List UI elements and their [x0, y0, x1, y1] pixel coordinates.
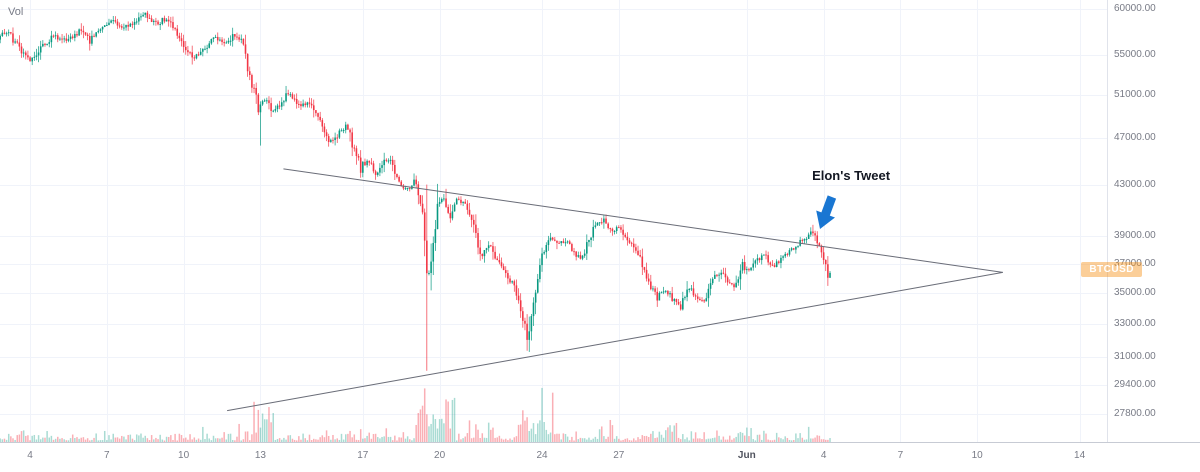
price-tick-label: 39000.00	[1114, 230, 1156, 242]
time-tick-label: 4	[27, 450, 33, 461]
arrow-down-icon[interactable]	[812, 191, 848, 231]
time-tick-label: 7	[104, 450, 110, 461]
price-tick-label: 55000.00	[1114, 48, 1156, 60]
time-tick-label: 4	[820, 450, 827, 461]
time-tick-label: 27	[613, 450, 625, 461]
price-tick-label: 51000.00	[1114, 88, 1156, 100]
annotation-elons-tweet[interactable]: Elon's Tweet	[812, 167, 891, 183]
price-tick-label: 29400.00	[1114, 378, 1156, 390]
symbol-badge: BTCUSD	[1081, 261, 1142, 277]
price-tick-label: 33000.00	[1114, 318, 1156, 330]
time-tick-label: 17	[357, 450, 369, 461]
time-tick-label: 7	[897, 450, 904, 461]
time-tick-label: 13	[254, 450, 266, 461]
time-tick-label: 10	[971, 450, 983, 461]
time-tick-label: 14	[1074, 450, 1086, 461]
time-axis[interactable]: 4 7 10 13 17 20 24 27 Jun 4 7 10 14	[0, 442, 1200, 472]
time-tick-label: 20	[434, 450, 446, 461]
price-tick-label: 31000.00	[1114, 351, 1156, 362]
price-tick-label: 35000.00	[1114, 287, 1156, 299]
time-tick-label: Jun	[737, 450, 756, 461]
price-tick-label: 43000.00	[1114, 178, 1156, 190]
time-tick-label: 24	[536, 450, 548, 461]
price-tick-label: 37000.00	[1114, 257, 1156, 269]
price-tick-label: 27800.00	[1114, 408, 1156, 420]
price-tick-label: 60000.00	[1114, 3, 1156, 14]
volume-indicator-label: Vol	[8, 6, 24, 18]
time-tick-label: 10	[178, 450, 190, 461]
price-tick-label: 47000.00	[1114, 131, 1156, 143]
price-axis[interactable]: 60000.00 55000.00 51000.00 47000.00 43000.00…	[1107, 0, 1200, 443]
